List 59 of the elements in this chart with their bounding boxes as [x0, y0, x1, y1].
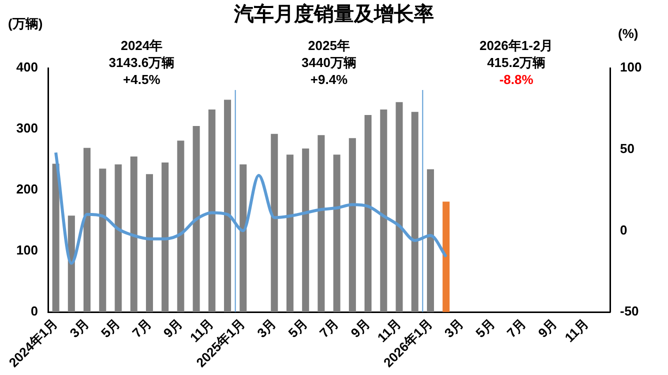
bar	[380, 109, 388, 312]
y-tick-label: 400	[16, 60, 38, 75]
bar	[333, 154, 340, 312]
x-tick-label: 9月	[160, 316, 186, 340]
annotation: +9.4%	[310, 72, 348, 88]
bar	[302, 148, 310, 312]
bar	[130, 156, 138, 312]
annotation: 3440万辆	[302, 55, 356, 70]
x-tick-label: 3月	[66, 316, 92, 340]
y2-tick-label: 0	[620, 222, 628, 238]
x-tick-label: 3月	[441, 316, 466, 340]
bar	[442, 202, 450, 312]
bar	[177, 140, 184, 312]
bar	[114, 164, 122, 312]
bar	[426, 169, 434, 312]
bar	[240, 164, 247, 312]
y-tick-label: 100	[16, 242, 38, 258]
bar	[146, 174, 153, 312]
bar	[162, 162, 169, 312]
x-tick-label: 7月	[129, 316, 154, 340]
y-axis-title: (万辆)	[8, 16, 43, 32]
bar	[52, 164, 60, 312]
y2-axis-title: (%)	[618, 26, 638, 42]
bar	[286, 154, 294, 312]
bar	[348, 138, 356, 312]
x-tick-label: 3月	[254, 316, 280, 340]
x-tick-label: 5月	[98, 316, 123, 340]
bar	[224, 100, 232, 312]
bar	[99, 168, 106, 312]
annotation: 415.2万辆	[487, 55, 546, 70]
x-tick-label: 9月	[535, 316, 560, 340]
y-tick-label: 300	[16, 120, 38, 136]
annotation: +4.5%	[123, 72, 161, 88]
x-tick-label: 5月	[472, 316, 498, 340]
bar	[208, 109, 216, 312]
bar	[396, 102, 403, 312]
text: 2025年	[308, 38, 350, 54]
bar	[411, 112, 418, 312]
y-tick-label: 0	[30, 304, 38, 319]
bar	[364, 114, 372, 312]
y2-tick-label: 100	[620, 60, 642, 75]
x-tick-label: 9月	[348, 316, 373, 340]
annotation: 3143.6万辆	[108, 55, 175, 70]
bar	[270, 134, 278, 312]
text: 2024年	[120, 38, 163, 54]
bar	[318, 135, 325, 312]
y-tick-label: 200	[16, 182, 38, 197]
annotation: -8.8%	[499, 72, 534, 88]
chart-title: 汽车月度销量及增长率	[233, 2, 434, 26]
x-tick-label: 11月	[562, 316, 592, 346]
y2-tick-label: 50	[620, 140, 634, 156]
x-tick-label: 5月	[285, 316, 310, 340]
bar	[68, 216, 75, 312]
x-tick-label: 7月	[504, 316, 529, 340]
bar	[192, 126, 200, 312]
bar	[84, 148, 91, 312]
text: 2026年1-2月	[479, 38, 554, 54]
y2-tick-label: -50	[620, 304, 639, 319]
x-tick-label: 7月	[316, 316, 342, 340]
